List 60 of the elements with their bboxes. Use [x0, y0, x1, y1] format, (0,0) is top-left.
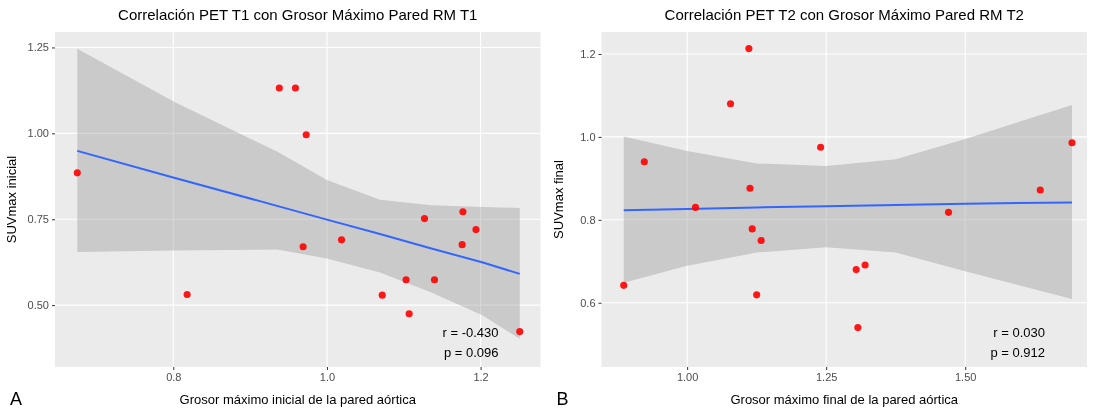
- point: [817, 143, 825, 151]
- x-axis-title: Grosor máximo inicial de la pared aórtica: [179, 392, 417, 407]
- point: [753, 291, 761, 299]
- y-tick-label: 0.50: [27, 299, 49, 312]
- point: [745, 45, 753, 53]
- point: [1068, 139, 1076, 147]
- point: [854, 324, 862, 332]
- point: [757, 236, 765, 245]
- text: A: [10, 389, 23, 409]
- point: [944, 208, 953, 216]
- point: [1036, 186, 1044, 194]
- y-tick-label: 1.00: [27, 127, 49, 140]
- annotation: r = -0.430: [442, 325, 499, 340]
- point: [472, 226, 480, 234]
- y-axis-title: SUVmax inicial: [4, 155, 19, 244]
- text: B: [556, 389, 569, 409]
- line-series: [622, 201, 1073, 212]
- point: [861, 261, 869, 269]
- y-tick-label: 1.2: [580, 47, 596, 60]
- x-tick-label: 1.25: [815, 370, 838, 383]
- annotation: r = 0.030: [993, 325, 1045, 340]
- point: [746, 184, 754, 192]
- annotation: p = 0.096: [443, 345, 499, 360]
- point: [430, 276, 439, 284]
- point: [405, 310, 413, 318]
- y-tick-label: 0.75: [27, 213, 49, 226]
- point: [402, 276, 410, 284]
- point: [183, 290, 191, 299]
- point: [337, 236, 346, 244]
- point: [458, 241, 466, 249]
- y-tick-label: 0.6: [580, 296, 596, 309]
- point: [302, 131, 310, 139]
- line-series: [76, 149, 521, 275]
- point: [73, 169, 81, 177]
- x-tick-label: 0.8: [166, 370, 182, 383]
- y-tick-label: 1.25: [27, 41, 49, 54]
- point: [691, 203, 700, 211]
- point: [516, 328, 524, 336]
- point: [459, 208, 467, 216]
- x-axis-title: Grosor máximo final de la pared aórtica: [730, 392, 959, 407]
- x-tick-label: 1.00: [676, 370, 699, 383]
- annotation: p = 0.912: [990, 345, 1045, 360]
- point: [620, 281, 628, 289]
- y-tick-label: 0.8: [580, 213, 596, 226]
- point: [852, 266, 860, 274]
- point: [420, 215, 429, 223]
- x-tick-label: 1.50: [955, 370, 977, 383]
- point: [378, 291, 386, 299]
- point: [748, 225, 756, 233]
- point: [726, 100, 735, 108]
- y-tick-label: 1.0: [580, 130, 596, 143]
- chart-title: Correlación PET T2 con Grosor Máximo Pared RM T2: [664, 6, 1024, 23]
- y-axis-title: SUVmax final: [550, 160, 566, 239]
- chart-title: Correlación PET T1 con Grosor Máximo Pared RM T1: [118, 6, 478, 23]
- x-tick-label: 1.0: [319, 370, 336, 383]
- x-tick-label: 1.2: [473, 370, 489, 383]
- point: [299, 243, 307, 251]
- point: [640, 158, 648, 166]
- point: [291, 84, 300, 92]
- point: [275, 84, 283, 92]
